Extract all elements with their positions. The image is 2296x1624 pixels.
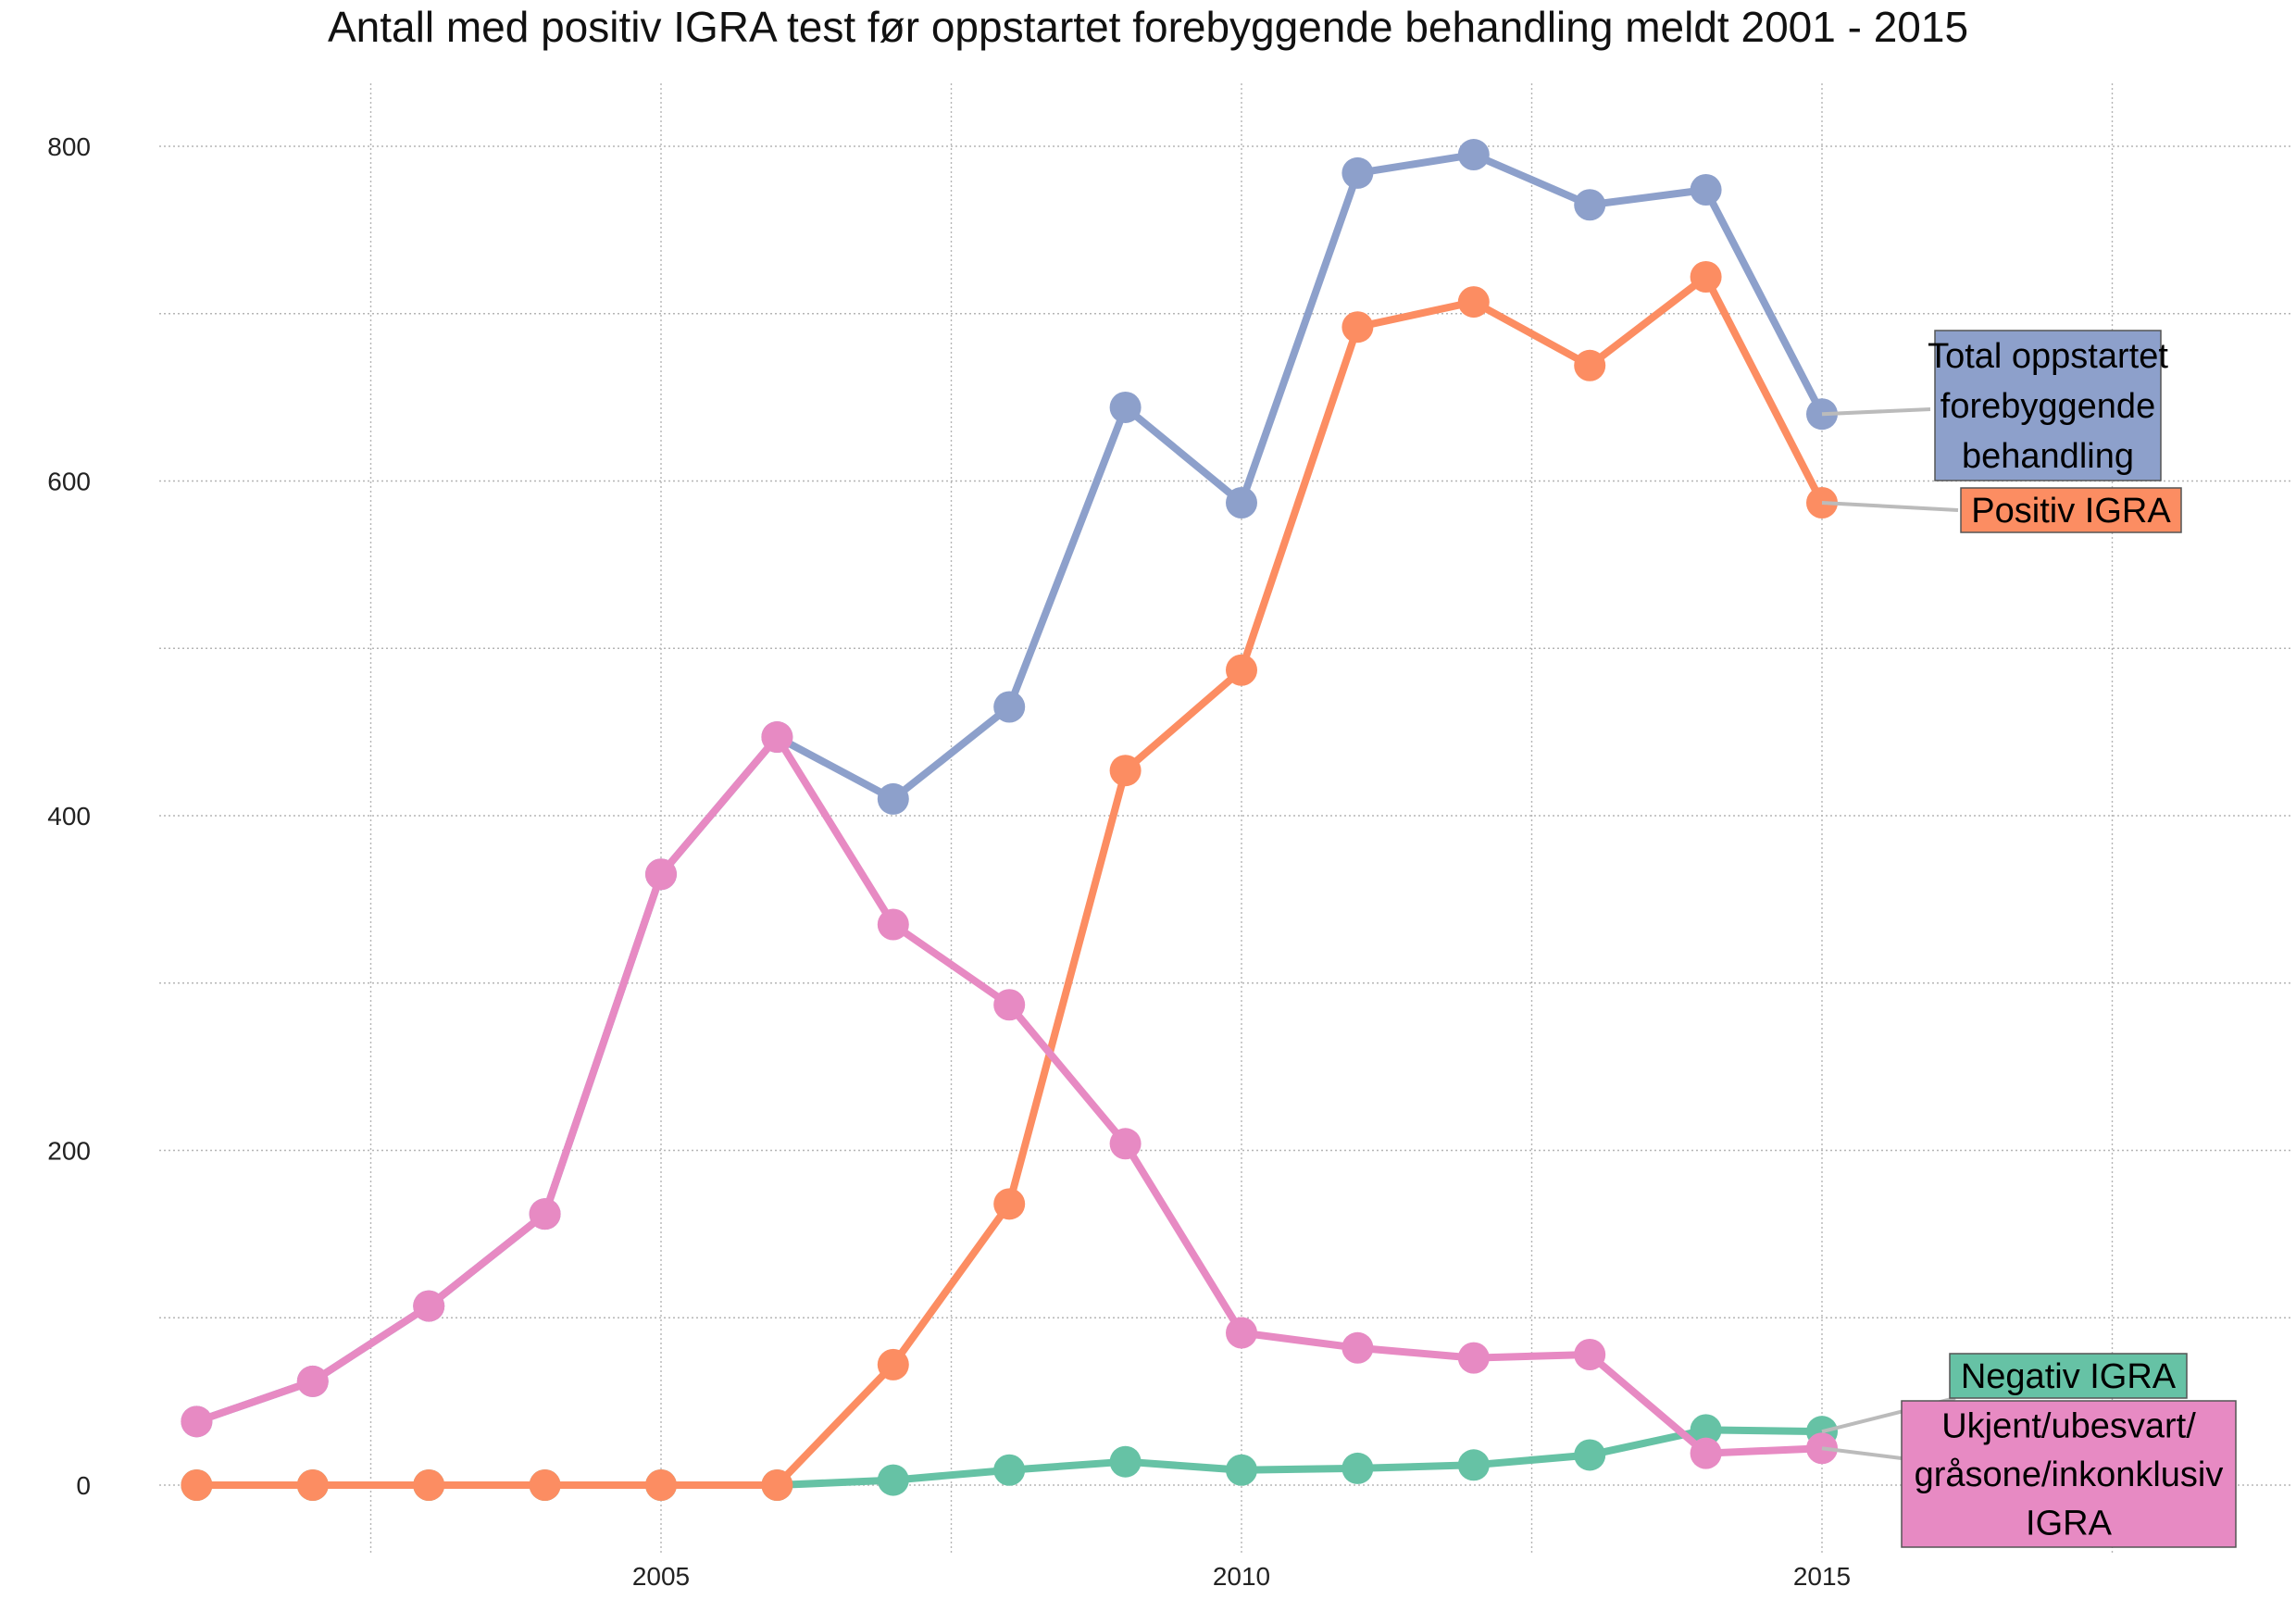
chart-title: Antall med positiv IGRA test før oppstar…: [327, 3, 1969, 51]
y-tick-label: 200: [47, 1137, 91, 1166]
data-point: [1574, 349, 1606, 381]
data-point: [877, 782, 909, 815]
data-point: [1457, 1342, 1490, 1374]
y-tick-label: 400: [47, 802, 91, 831]
label-box: [1949, 1353, 2188, 1399]
data-point: [181, 1405, 213, 1438]
x-tick-label: 2005: [632, 1562, 690, 1591]
gridlines: [159, 83, 2291, 1555]
data-point: [1690, 260, 1722, 293]
series-label-text: IGRA: [2026, 1505, 2113, 1543]
series-label-text: forebyggende: [1940, 387, 2155, 426]
label-box: [1960, 487, 2182, 533]
label-box: [1901, 1400, 2237, 1548]
data-point: [877, 908, 909, 941]
series-labels: Total oppstartet forebyggende behandling Po…: [1821, 330, 2237, 1548]
data-point: [296, 1365, 329, 1397]
data-point: [1690, 1414, 1722, 1446]
data-point: [1341, 311, 1374, 344]
data-point: [1457, 1449, 1490, 1481]
data-point: [761, 1469, 793, 1501]
series-3: [181, 721, 1838, 1469]
data-point: [1574, 1339, 1606, 1371]
data-point: [1226, 1317, 1257, 1349]
y-tick-label: 600: [47, 468, 91, 496]
series-line: [193, 151, 1826, 1426]
data-point: [1226, 1454, 1257, 1486]
x-tick-label: 2010: [1213, 1562, 1270, 1591]
data-point: [529, 1198, 561, 1230]
label-leader-line: [1821, 1446, 1903, 1460]
data-point: [993, 1454, 1026, 1486]
data-point: [529, 1469, 561, 1501]
data-point: [1574, 1439, 1606, 1471]
data-series: [181, 139, 1838, 1501]
series-label-1: Positiv IGRA: [1821, 487, 2182, 533]
data-point: [761, 721, 793, 754]
data-point: [877, 1464, 909, 1496]
series-label-text: Ukjent/ubesvart/: [1941, 1406, 2196, 1445]
data-point: [993, 989, 1026, 1021]
data-point: [1457, 139, 1490, 171]
data-point: [181, 1469, 213, 1501]
axis-tick-labels: 2005 2010 2015 0 200 400 600 800: [47, 132, 1851, 1591]
series-label-2: Negativ IGRA: [1821, 1353, 2188, 1434]
label-box: [1934, 330, 2162, 481]
label-leader-line: [1821, 501, 1959, 512]
data-point: [1341, 1331, 1374, 1364]
y-tick-label: 800: [47, 132, 91, 161]
x-tick-label: 2015: [1793, 1562, 1851, 1591]
label-leader-line: [1821, 407, 1931, 417]
data-point: [877, 1348, 909, 1380]
series-label-text: Negativ IGRA: [1961, 1357, 2177, 1396]
data-point: [1226, 654, 1257, 686]
series-label-text: gråsone/inkonklusiv: [1915, 1455, 2224, 1494]
data-point: [1109, 1128, 1142, 1160]
data-point: [1690, 1437, 1722, 1469]
data-point: [645, 858, 677, 891]
data-point: [413, 1290, 445, 1322]
data-point: [1226, 486, 1257, 518]
series-label-text: behandling: [1962, 437, 2134, 476]
data-point: [645, 1469, 677, 1501]
data-point: [1341, 1452, 1374, 1484]
data-point: [993, 1188, 1026, 1220]
series-1: [181, 260, 1838, 1501]
data-point: [1457, 286, 1490, 319]
series-label-text: Positiv IGRA: [1971, 492, 2171, 531]
data-point: [1690, 173, 1722, 206]
y-tick-label: 0: [76, 1471, 91, 1500]
data-point: [296, 1469, 329, 1501]
data-point: [1341, 156, 1374, 189]
data-point: [1109, 1445, 1142, 1478]
data-point: [413, 1469, 445, 1501]
data-point: [1574, 189, 1606, 221]
data-point: [1109, 391, 1142, 423]
series-0: [181, 139, 1838, 1438]
data-point: [993, 691, 1026, 723]
data-point: [1109, 755, 1142, 787]
series-label-0: Total oppstartet forebyggende behandling: [1821, 330, 2168, 481]
series-label-text: Total oppstartet: [1928, 337, 2168, 376]
series-label-3: Ukjent/ubesvart/gråsone/inkonklusiv IGRA: [1821, 1400, 2237, 1548]
